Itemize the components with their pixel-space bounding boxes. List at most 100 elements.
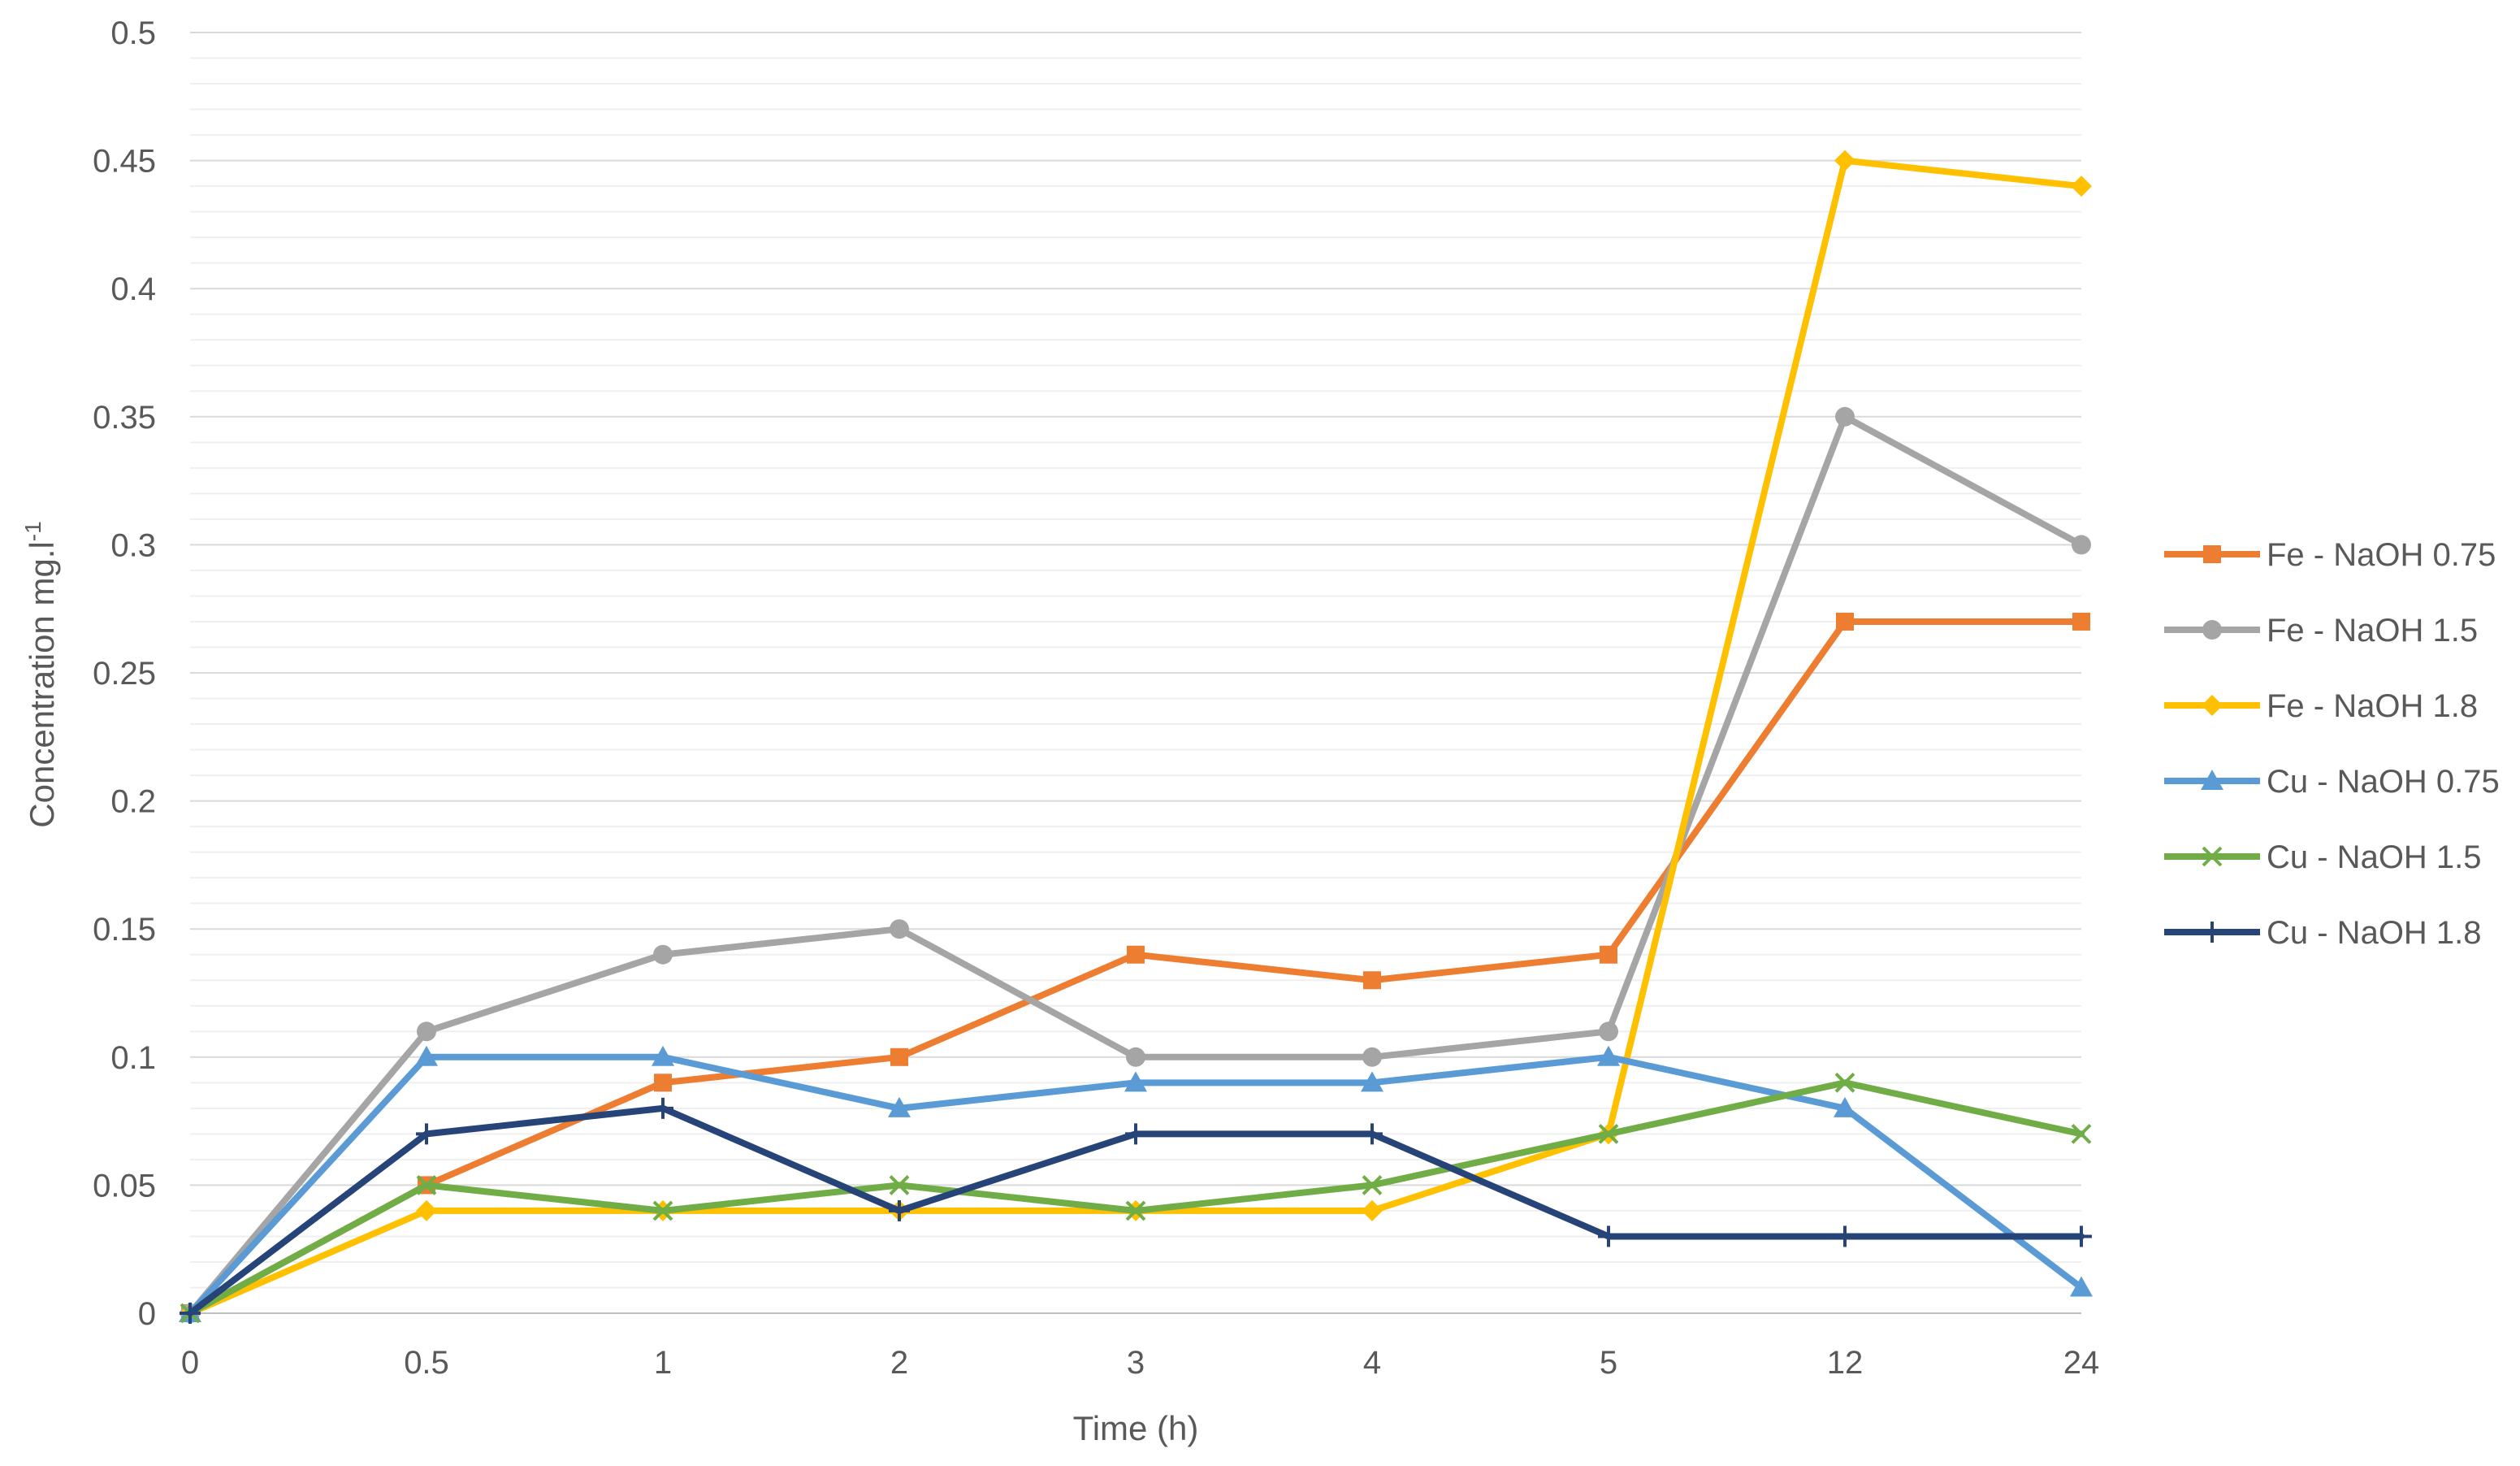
- data-point: [1834, 1096, 1856, 1117]
- x-tick-label: 12: [1827, 1345, 1864, 1381]
- data-point: [1599, 1021, 1618, 1042]
- data-point: [2072, 535, 2091, 555]
- y-tick-label: 0.45: [93, 144, 156, 180]
- data-point: [1835, 406, 1855, 427]
- legend-label: Cu - NaOH 1.5: [2267, 839, 2482, 875]
- legend-item: Cu - NaOH 1.5: [2164, 839, 2482, 875]
- y-axis-title: Concentration mg.l-1: [20, 521, 61, 827]
- marker-stroke: [2202, 846, 2223, 867]
- data-point: [1597, 1045, 1620, 1066]
- data-point: [1362, 1199, 1383, 1221]
- data-point: [1834, 1225, 1855, 1247]
- y-tick-label: 0.4: [110, 271, 156, 307]
- data-point: [890, 919, 909, 939]
- x-axis-title: Time (h): [1073, 1409, 1199, 1447]
- data-point: [1127, 945, 1145, 964]
- data-point: [1836, 612, 1854, 631]
- data-point: [416, 1123, 437, 1145]
- marker-stroke: [1598, 1123, 1619, 1144]
- legend-label: Fe - NaOH 1.5: [2267, 613, 2478, 648]
- y-tick-label: 0: [138, 1296, 156, 1332]
- data-point: [1598, 1225, 1619, 1247]
- data-point: [1598, 1123, 1619, 1144]
- series-5: [180, 1072, 2092, 1324]
- data-point: [2071, 1225, 2092, 1247]
- y-tick-label: 0.05: [93, 1168, 156, 1204]
- data-point: [1124, 1071, 1147, 1092]
- gridlines: [190, 32, 2081, 1289]
- tick-labels: 0 0.05 0.1 0.15 0.2 0.25 0.3 0.35 0.4 0.45 0.5 0 0.5…: [93, 15, 2099, 1381]
- legend: Fe - NaOH 0.75 Fe - NaOH 1.5 Fe - NaOH 1.8…: [2164, 537, 2500, 951]
- y-tick-label: 0.35: [93, 400, 156, 436]
- marker-stroke: [1362, 1174, 1383, 1195]
- legend-label: Fe - NaOH 1.8: [2267, 688, 2478, 724]
- y-tick-label: 0.25: [93, 656, 156, 692]
- x-tick-label: 3: [1127, 1345, 1145, 1381]
- marker-stroke: [1125, 1200, 1146, 1221]
- marker-stroke: [889, 1174, 910, 1195]
- data-point: [416, 1174, 437, 1195]
- y-axis-title-main: Concentration mg.l: [23, 541, 61, 828]
- y-tick-label: 0.15: [93, 912, 156, 948]
- marker-stroke: [2071, 1123, 2092, 1144]
- legend-item: Fe - NaOH 1.8: [2164, 688, 2478, 724]
- legend-label: Cu - NaOH 0.75: [2267, 764, 2500, 800]
- legend-label: Fe - NaOH 0.75: [2267, 537, 2496, 573]
- data-point: [1600, 945, 1617, 964]
- data-point: [417, 1021, 436, 1042]
- data-point: [1363, 971, 1381, 990]
- data-point: [1834, 1072, 1855, 1093]
- legend-swatch-marker: [2202, 620, 2222, 640]
- data-point: [653, 944, 673, 965]
- data-point: [890, 1047, 908, 1066]
- series-1: [181, 612, 2090, 1322]
- data-point: [1834, 150, 1855, 171]
- data-point: [889, 1199, 910, 1221]
- x-tick-label: 2: [890, 1345, 908, 1381]
- data-point: [1362, 1047, 1382, 1067]
- data-point: [1125, 1200, 1146, 1221]
- data-point: [888, 1096, 911, 1117]
- series-line: [187, 413, 2085, 1316]
- data-point: [180, 1303, 201, 1324]
- legend-swatch-marker: [2203, 545, 2221, 563]
- y-tick-label: 0.2: [110, 784, 156, 820]
- marker-stroke: [652, 1200, 673, 1221]
- legend-label: Cu - NaOH 1.8: [2267, 915, 2482, 951]
- data-point: [654, 1073, 672, 1092]
- legend-swatch-marker: [2202, 695, 2223, 716]
- series-lines: [179, 150, 2093, 1324]
- x-tick-label: 0.5: [404, 1345, 449, 1381]
- legend-item: Fe - NaOH 0.75: [2164, 537, 2496, 573]
- legend-swatch-marker: [2202, 846, 2223, 867]
- data-point: [652, 1200, 673, 1221]
- data-point: [1125, 1123, 1146, 1145]
- data-point: [415, 1045, 438, 1066]
- marker-stroke: [1834, 1072, 1855, 1093]
- x-tick-label: 24: [2063, 1345, 2100, 1381]
- data-point: [2070, 1276, 2093, 1297]
- data-point: [1361, 1071, 1383, 1092]
- x-tick-label: 1: [654, 1345, 672, 1381]
- series-6: [180, 1097, 2092, 1324]
- y-tick-label: 0.1: [110, 1040, 156, 1076]
- y-axis-title-superscript: -1: [20, 521, 45, 541]
- x-tick-label: 4: [1363, 1345, 1381, 1381]
- x-tick-label: 0: [181, 1345, 199, 1381]
- legend-item: Cu - NaOH 1.8: [2164, 915, 2482, 951]
- legend-swatch-marker: [2202, 922, 2223, 943]
- legend-swatch-marker: [2201, 770, 2223, 790]
- data-point: [2071, 176, 2092, 197]
- series-4: [179, 1045, 2093, 1322]
- data-point: [1126, 1047, 1145, 1067]
- series-3: [180, 150, 2092, 1324]
- data-point: [2071, 1123, 2092, 1144]
- data-point: [652, 1045, 674, 1066]
- data-point: [416, 1199, 437, 1221]
- x-tick-label: 5: [1600, 1345, 1617, 1381]
- data-point: [889, 1174, 910, 1195]
- marker-stroke: [416, 1174, 437, 1195]
- series-line: [187, 1079, 2085, 1316]
